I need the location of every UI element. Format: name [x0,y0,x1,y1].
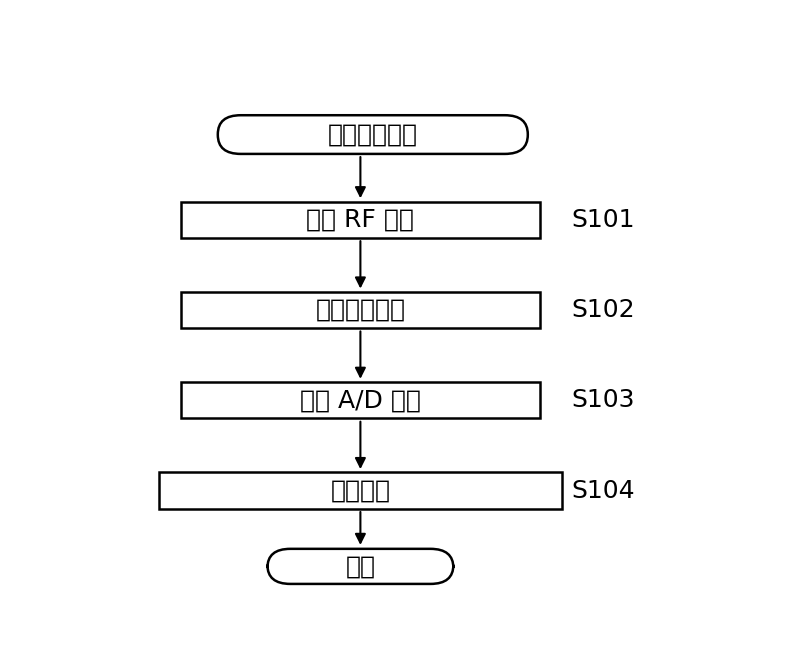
Text: 开始接收处理: 开始接收处理 [328,123,418,147]
FancyBboxPatch shape [181,382,540,418]
FancyBboxPatch shape [181,292,540,328]
Text: 进行频率转换: 进行频率转换 [315,298,406,322]
Text: 接收 RF 信号: 接收 RF 信号 [306,208,414,232]
Text: 结束: 结束 [346,554,375,578]
FancyBboxPatch shape [267,549,454,584]
FancyBboxPatch shape [159,472,562,509]
Text: 进行解调: 进行解调 [330,478,390,502]
Text: S103: S103 [571,388,634,412]
Text: S101: S101 [571,208,634,232]
Text: S104: S104 [571,478,635,502]
FancyBboxPatch shape [218,115,528,154]
Text: S102: S102 [571,298,635,322]
Text: 进行 A/D 转换: 进行 A/D 转换 [300,388,421,412]
FancyBboxPatch shape [181,202,540,238]
